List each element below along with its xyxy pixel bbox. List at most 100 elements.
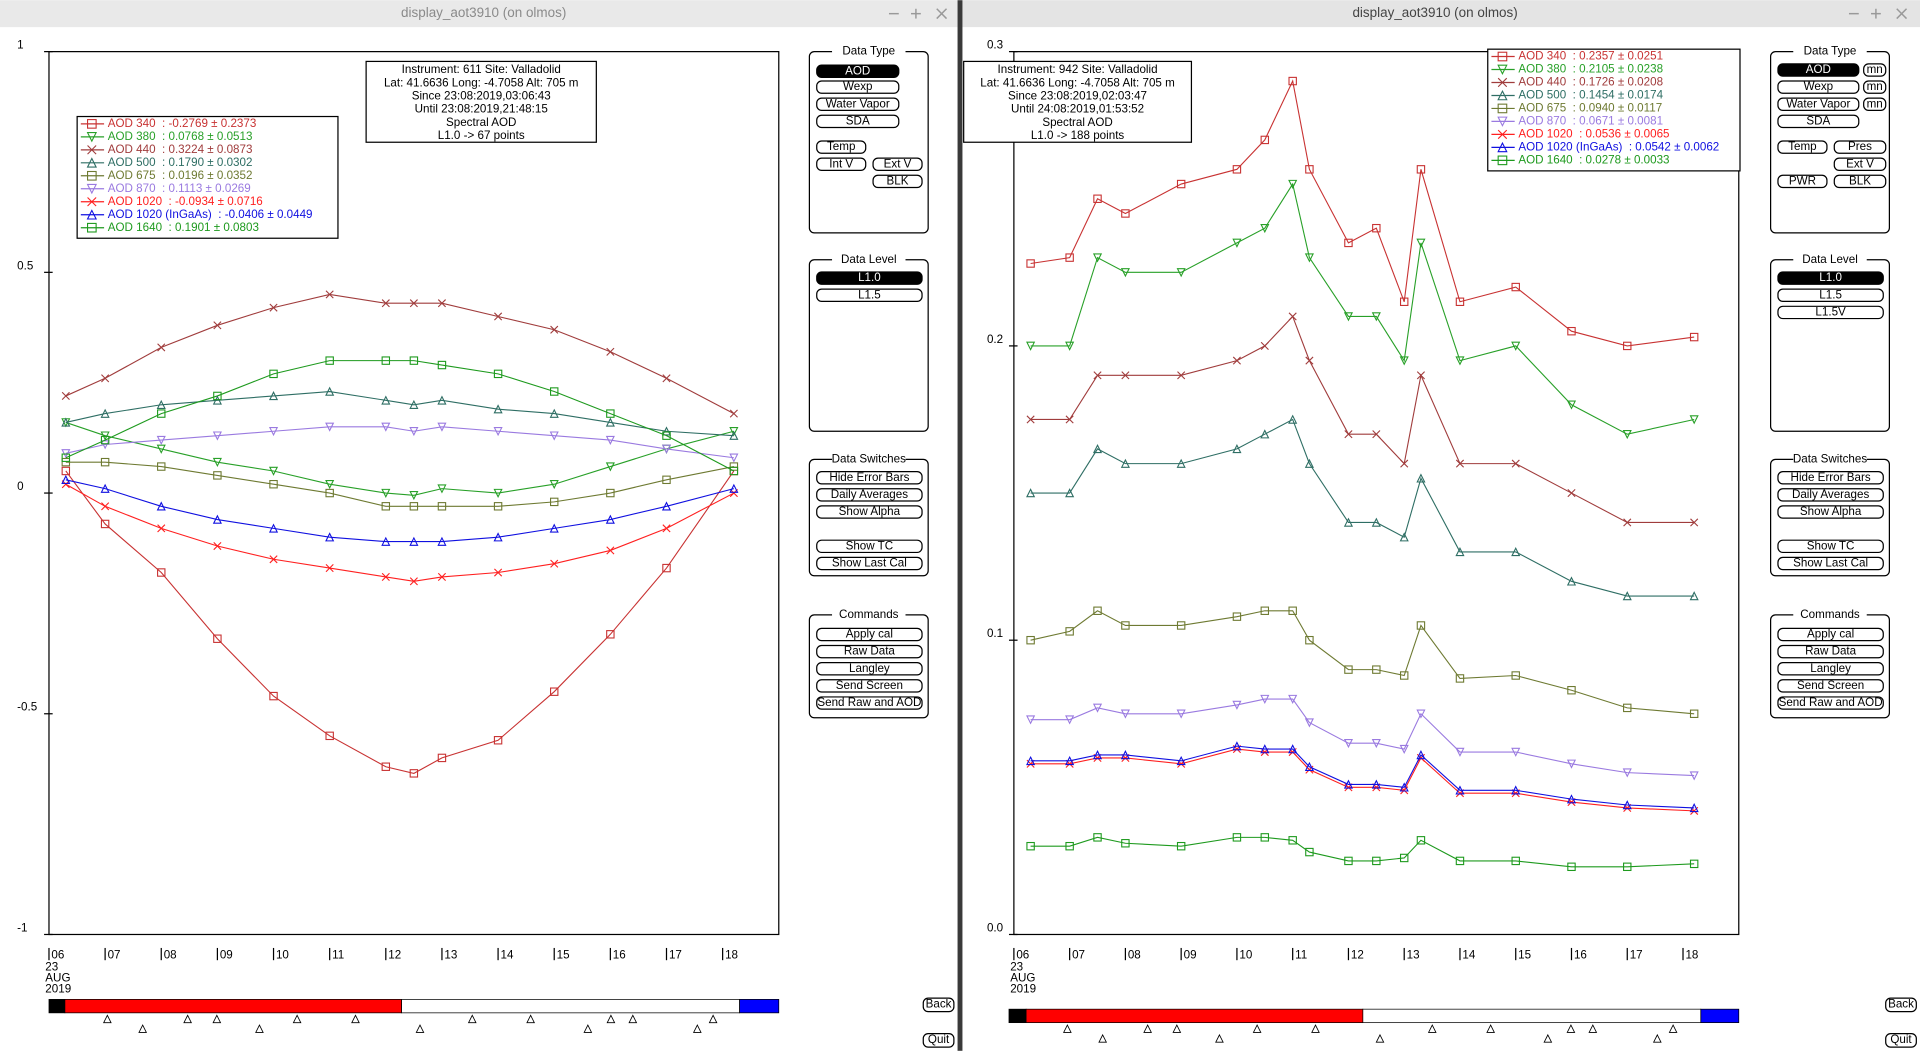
button-label[interactable]: Send Screen [836,679,903,692]
button-label[interactable]: BLK [1849,174,1871,187]
button-label[interactable]: Water Vapor [1786,97,1850,110]
button[interactable] [1863,97,1887,112]
button-label[interactable]: Show TC [1807,539,1855,552]
button-label[interactable]: mn [1867,80,1883,93]
button-label[interactable]: Show Alpha [839,505,901,518]
button[interactable] [1833,157,1887,172]
button[interactable] [1777,644,1884,659]
button-label[interactable]: Show Last Cal [1793,557,1868,570]
button-label[interactable]: L1.5 [858,288,881,301]
button-label[interactable]: Langley [1810,662,1851,675]
button[interactable] [1777,271,1884,285]
button[interactable] [1777,627,1884,642]
back-label[interactable]: Back [1888,997,1914,1010]
button-label[interactable]: BLK [887,174,909,187]
quit-button[interactable] [1885,1033,1917,1048]
button-label[interactable]: SDA [846,114,870,127]
back-button[interactable] [922,997,955,1013]
button-label[interactable]: L1.0 [858,271,881,284]
button[interactable] [1777,471,1884,485]
button[interactable] [816,488,923,502]
button[interactable] [1777,63,1860,77]
button-label[interactable]: Show TC [846,539,894,552]
button-label[interactable]: Ext V [1846,157,1874,170]
button[interactable] [816,157,867,172]
button[interactable] [1777,97,1860,112]
button-label[interactable]: Temp [827,140,855,153]
button[interactable] [816,471,923,485]
button-label[interactable]: Daily Averages [1792,488,1870,501]
button-label[interactable]: Int V [829,157,853,170]
button[interactable] [816,696,923,710]
button[interactable] [1863,80,1887,94]
button[interactable] [1777,696,1884,710]
button-label[interactable]: Wexp [843,80,873,93]
button[interactable] [1777,505,1884,519]
button-label[interactable]: mn [1867,63,1883,76]
button[interactable] [816,140,867,154]
button-label[interactable]: Water Vapor [826,97,890,110]
button[interactable] [816,627,923,642]
button-label[interactable]: Show Alpha [1800,505,1862,518]
button-label[interactable]: AOD [1806,63,1831,76]
button-label[interactable]: SDA [1806,114,1830,127]
button[interactable] [816,64,900,78]
button[interactable] [816,80,900,94]
button-label[interactable]: Langley [849,662,890,675]
button[interactable] [872,157,923,172]
button-label[interactable]: Hide Error Bars [1791,471,1871,484]
button-label[interactable]: Wexp [1804,80,1834,93]
quit-label[interactable]: Quit [1890,1033,1912,1046]
button[interactable] [1777,679,1884,693]
button[interactable] [1833,140,1887,154]
button[interactable] [1863,63,1887,77]
button[interactable] [1777,488,1884,502]
button[interactable] [816,662,923,676]
button-label[interactable]: L1.5V [1815,306,1846,319]
button[interactable] [816,288,923,303]
button[interactable] [872,174,923,189]
button[interactable] [1777,288,1884,303]
button[interactable] [1777,556,1884,571]
button-label[interactable]: Hide Error Bars [829,471,909,484]
button-label[interactable]: Raw Data [1805,645,1857,658]
button[interactable] [1777,114,1860,129]
button[interactable] [1777,80,1860,94]
button[interactable] [1833,174,1887,189]
button-label[interactable]: Send Raw and AOD [1779,696,1883,709]
button[interactable] [816,539,923,554]
button[interactable] [816,679,923,693]
button-label[interactable]: L1.5 [1819,288,1842,301]
button[interactable] [816,97,900,112]
button[interactable] [816,271,923,285]
button[interactable] [816,644,923,659]
quit-button[interactable] [922,1033,955,1048]
button-label[interactable]: Send Screen [1797,679,1864,692]
button[interactable] [1777,539,1884,554]
button-label[interactable]: mn [1867,97,1883,110]
button[interactable] [816,505,923,519]
button-label[interactable]: Raw Data [844,645,896,658]
quit-label[interactable]: Quit [928,1033,950,1046]
back-button[interactable] [1885,997,1917,1013]
button[interactable] [1777,305,1884,320]
button-label[interactable]: Daily Averages [831,488,909,501]
button-label[interactable]: L1.0 [1819,271,1842,284]
button[interactable] [816,114,900,129]
button-label[interactable]: Pres [1848,140,1872,153]
button-label[interactable]: Ext V [884,157,912,170]
point-marker [1026,415,1035,424]
button[interactable] [816,556,923,571]
button[interactable] [1777,174,1828,189]
button-label[interactable]: Apply cal [1807,628,1854,641]
button[interactable] [1777,662,1884,676]
button-label[interactable]: Apply cal [846,628,893,641]
back-label[interactable]: Back [926,997,952,1010]
button-label[interactable]: AOD [845,64,870,77]
button-label[interactable]: Temp [1788,140,1816,153]
button-label[interactable]: Show Last Cal [832,557,907,570]
button-label[interactable]: Send Raw and AOD [817,696,921,709]
point-marker [605,514,615,524]
button-label[interactable]: PWR [1789,174,1816,187]
button[interactable] [1777,140,1828,154]
